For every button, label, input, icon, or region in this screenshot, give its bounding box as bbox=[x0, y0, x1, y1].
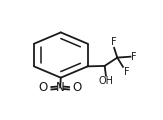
Text: F: F bbox=[111, 37, 117, 47]
Text: O: O bbox=[38, 81, 48, 94]
Text: O: O bbox=[73, 81, 82, 94]
Text: F: F bbox=[131, 52, 137, 62]
Text: OH: OH bbox=[98, 76, 113, 86]
Text: F: F bbox=[124, 67, 129, 77]
Text: N: N bbox=[56, 81, 65, 94]
